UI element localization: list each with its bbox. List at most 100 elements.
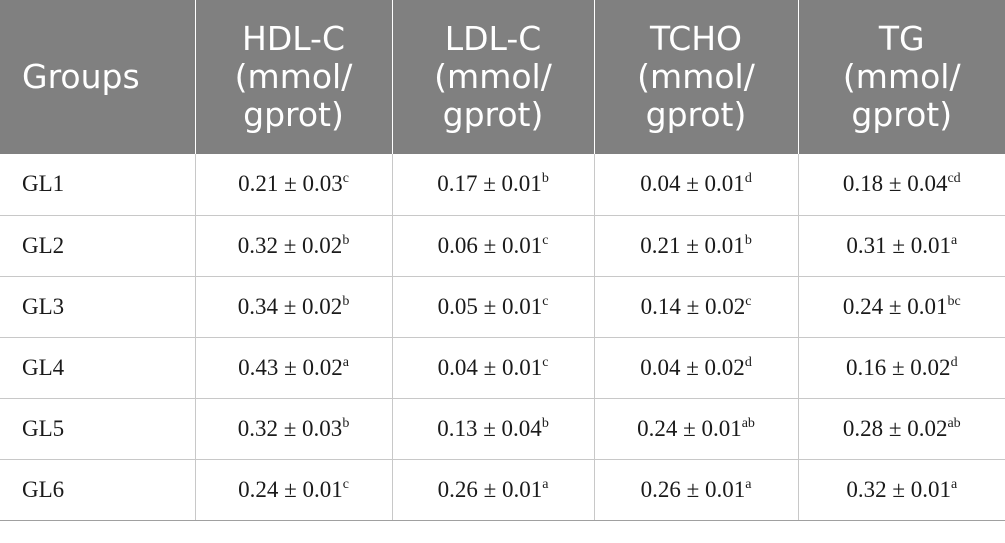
- group-cell: GL1: [0, 154, 196, 216]
- header-ldl-c: LDL-C (mmol/ gprot): [392, 0, 595, 154]
- cell-value: 0.05 ± 0.01: [437, 293, 543, 319]
- header-line: LDL-C: [444, 19, 542, 58]
- header-line: (mmol/: [842, 57, 961, 96]
- significance-letter: d: [744, 354, 752, 370]
- cell-value: 0.24 ± 0.01: [637, 415, 742, 441]
- cell-value: 0.24 ± 0.01: [842, 293, 948, 319]
- tcho-cell: 0.04 ± 0.02d: [594, 337, 799, 399]
- tcho-cell: 0.14 ± 0.02c: [594, 276, 799, 338]
- table-row: GL5 0.32 ± 0.03b 0.13 ± 0.04b 0.24 ± 0.0…: [0, 398, 1005, 460]
- significance-letter: b: [342, 415, 350, 431]
- group-cell: GL2: [0, 215, 196, 277]
- significance-letter: a: [745, 476, 752, 492]
- significance-letter: a: [542, 476, 549, 492]
- table-row: GL2 0.32 ± 0.02b 0.06 ± 0.01c 0.21 ± 0.0…: [0, 215, 1005, 277]
- significance-letter: bc: [947, 293, 961, 309]
- cell-value: 0.06 ± 0.01: [437, 232, 543, 258]
- ldl-c-cell: 0.05 ± 0.01c: [392, 276, 595, 338]
- group-cell: GL6: [0, 459, 196, 521]
- cell-value: 0.17 ± 0.01: [437, 171, 542, 197]
- significance-letter: c: [542, 293, 549, 309]
- cell-value: 0.04 ± 0.01: [437, 354, 543, 380]
- significance-letter: b: [342, 232, 350, 248]
- significance-letter: a: [950, 232, 958, 248]
- header-tg: TG (mmol/ gprot): [798, 0, 1005, 154]
- cell-value: 0.18 ± 0.04: [842, 171, 948, 197]
- tg-cell: 0.16 ± 0.02d: [798, 337, 1005, 399]
- header-line: TCHO: [649, 19, 743, 58]
- group-cell: GL3: [0, 276, 196, 338]
- ldl-c-cell: 0.13 ± 0.04b: [392, 398, 595, 460]
- significance-letter: c: [542, 354, 549, 370]
- ldl-c-cell: 0.26 ± 0.01a: [392, 459, 595, 521]
- significance-letter: c: [342, 171, 349, 187]
- significance-letter: d: [950, 354, 958, 370]
- cell-value: 0.14 ± 0.02: [640, 293, 746, 319]
- table-body: GL1 0.21 ± 0.03c 0.17 ± 0.01b 0.04 ± 0.0…: [0, 154, 1005, 521]
- hdl-c-cell: 0.32 ± 0.02b: [195, 215, 393, 277]
- header-line: gprot): [243, 95, 344, 134]
- significance-letter: d: [744, 171, 752, 187]
- group-cell: GL5: [0, 398, 196, 460]
- tg-cell: 0.28 ± 0.02ab: [798, 398, 1005, 460]
- header-line: HDL-C: [242, 19, 345, 58]
- cell-value: 0.16 ± 0.02: [845, 354, 951, 380]
- table-header: Groups HDL-C (mmol/ gprot) LDL-C (mmol/ …: [0, 0, 1005, 154]
- header-line: gprot): [645, 95, 747, 134]
- header-hdl-c: HDL-C (mmol/ gprot): [195, 0, 393, 154]
- cell-value: 0.32 ± 0.01: [846, 476, 951, 502]
- hdl-c-cell: 0.34 ± 0.02b: [195, 276, 393, 338]
- header-line: TG: [878, 19, 925, 58]
- hdl-c-cell: 0.43 ± 0.02a: [195, 337, 393, 399]
- tcho-cell: 0.04 ± 0.01d: [594, 154, 799, 216]
- cell-value: 0.21 ± 0.03: [238, 171, 343, 197]
- tcho-cell: 0.24 ± 0.01ab: [594, 398, 799, 460]
- header-groups: Groups: [0, 0, 196, 154]
- significance-letter: ab: [741, 415, 755, 431]
- cell-value: 0.34 ± 0.02: [237, 293, 343, 319]
- hdl-c-cell: 0.24 ± 0.01c: [195, 459, 393, 521]
- cell-value: 0.04 ± 0.01: [640, 171, 745, 197]
- tcho-cell: 0.26 ± 0.01a: [594, 459, 799, 521]
- cell-value: 0.26 ± 0.01: [640, 476, 746, 502]
- hdl-c-cell: 0.32 ± 0.03b: [195, 398, 393, 460]
- significance-letter: c: [542, 232, 549, 248]
- header-tcho: TCHO (mmol/ gprot): [594, 0, 799, 154]
- header-row: Groups HDL-C (mmol/ gprot) LDL-C (mmol/ …: [0, 0, 1005, 154]
- header-line: (mmol/: [637, 57, 755, 96]
- cell-value: 0.24 ± 0.01: [238, 476, 343, 502]
- lipid-table: Groups HDL-C (mmol/ gprot) LDL-C (mmol/ …: [0, 0, 1005, 521]
- ldl-c-cell: 0.17 ± 0.01b: [392, 154, 595, 216]
- tg-cell: 0.24 ± 0.01bc: [798, 276, 1005, 338]
- header-line: gprot): [851, 95, 953, 134]
- cell-value: 0.04 ± 0.02: [640, 354, 745, 380]
- significance-letter: b: [541, 415, 549, 431]
- cell-value: 0.26 ± 0.01: [437, 476, 543, 502]
- hdl-c-cell: 0.21 ± 0.03c: [195, 154, 393, 216]
- header-line: Groups: [22, 57, 140, 96]
- cell-value: 0.13 ± 0.04: [437, 415, 542, 441]
- significance-letter: cd: [947, 171, 961, 187]
- group-cell: GL4: [0, 337, 196, 399]
- tcho-cell: 0.21 ± 0.01b: [594, 215, 799, 277]
- significance-letter: b: [541, 171, 549, 187]
- cell-value: 0.31 ± 0.01: [846, 232, 951, 258]
- table-row: GL3 0.34 ± 0.02b 0.05 ± 0.01c 0.14 ± 0.0…: [0, 276, 1005, 338]
- cell-value: 0.32 ± 0.03: [237, 415, 343, 441]
- cell-value: 0.32 ± 0.02: [237, 232, 343, 258]
- significance-letter: b: [342, 293, 350, 309]
- header-line: (mmol/: [434, 57, 552, 96]
- significance-letter: a: [342, 354, 349, 370]
- cell-value: 0.28 ± 0.02: [842, 415, 948, 441]
- significance-letter: a: [950, 476, 958, 492]
- tg-cell: 0.18 ± 0.04cd: [798, 154, 1005, 216]
- ldl-c-cell: 0.06 ± 0.01c: [392, 215, 595, 277]
- significance-letter: c: [745, 293, 752, 309]
- tg-cell: 0.31 ± 0.01a: [798, 215, 1005, 277]
- significance-letter: ab: [947, 415, 961, 431]
- header-line: gprot): [442, 95, 544, 134]
- significance-letter: b: [744, 232, 752, 248]
- ldl-c-cell: 0.04 ± 0.01c: [392, 337, 595, 399]
- cell-value: 0.21 ± 0.01: [640, 232, 745, 258]
